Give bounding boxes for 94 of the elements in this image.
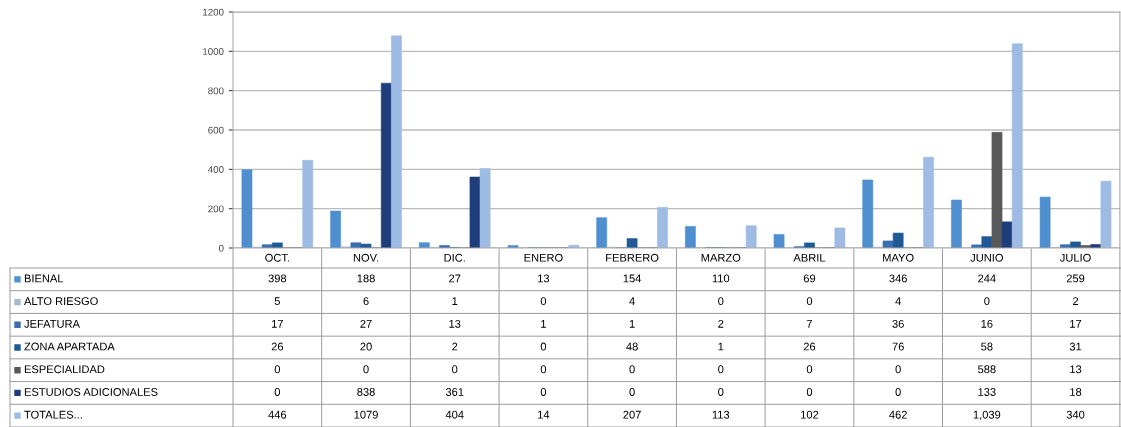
legend-label: TOTALES... [24, 410, 82, 419]
x-tick-label: MAYO [883, 253, 914, 262]
data-label: 0 [895, 388, 901, 396]
y-tick-label: 400 [207, 166, 224, 173]
data-label: 0 [540, 297, 547, 306]
data-label: 4 [895, 297, 901, 305]
data-label: 13 [538, 274, 550, 283]
x-tick-label: FEBRERO [606, 253, 659, 262]
y-tick-label: 800 [208, 87, 224, 95]
data-label: 0 [274, 388, 280, 396]
data-label: 2 [452, 342, 458, 351]
y-tick-label: 0 [218, 244, 224, 252]
data-label: 0 [629, 388, 635, 396]
data-label: 244 [978, 274, 996, 283]
data-label: 398 [268, 274, 287, 283]
data-label: 27 [449, 274, 461, 283]
data-label: 18 [1070, 388, 1082, 396]
data-label: 1 [718, 342, 724, 351]
data-label: 0 [718, 297, 724, 306]
data-label: 58 [981, 342, 993, 351]
data-label: 13 [1070, 365, 1082, 374]
data-label: 0 [806, 388, 813, 396]
data-label: 154 [623, 274, 642, 283]
data-label: 76 [892, 342, 904, 351]
data-label: 20 [360, 342, 372, 351]
legend-label: BIENAL [24, 274, 64, 283]
x-tick-label: ABRIL [793, 253, 826, 262]
data-label: 0 [895, 365, 901, 374]
data-label: 2 [718, 319, 724, 328]
data-label: 17 [1070, 320, 1082, 328]
legend-label: ESPECIALIDAD [24, 365, 105, 374]
x-tick-label: JULIO [1059, 253, 1091, 262]
data-label: 1 [452, 297, 458, 305]
data-label: 404 [445, 410, 464, 419]
legend-label: ZONA APARTADA [24, 342, 115, 351]
data-label: 14 [538, 410, 550, 419]
data-label: 5 [274, 297, 280, 306]
data-label: 69 [803, 274, 816, 283]
data-label: 0 [984, 297, 990, 306]
data-label: 7 [806, 320, 812, 328]
data-label: 446 [268, 410, 287, 419]
y-tick-label: 200 [208, 205, 224, 213]
data-label: 1,039 [973, 410, 1001, 420]
data-label: 0 [452, 365, 458, 374]
data-label: 102 [801, 410, 819, 419]
data-label: 26 [271, 342, 284, 351]
data-label: 17 [272, 320, 283, 328]
data-label: 0 [806, 365, 813, 374]
data-label: 4 [629, 297, 635, 305]
data-label: 0 [718, 365, 724, 374]
x-tick-label: DIC. [444, 253, 465, 262]
x-tick-label: NOV. [353, 253, 379, 262]
data-label: 340 [1066, 410, 1085, 419]
data-label: 259 [1066, 274, 1085, 283]
y-tick-label: 600 [208, 126, 224, 134]
data-label: 2 [1073, 297, 1079, 305]
data-label: 13 [449, 319, 461, 328]
data-label: 1 [629, 320, 635, 328]
data-label: 0 [629, 365, 635, 374]
data-label: 6 [363, 297, 369, 306]
data-label: 1 [541, 320, 546, 328]
data-label: 361 [445, 388, 464, 396]
data-label: 462 [889, 410, 907, 419]
data-label: 346 [889, 274, 907, 283]
data-label: 31 [1069, 342, 1082, 351]
data-label: 207 [623, 410, 641, 419]
y-tick-label: 1200 [203, 8, 224, 16]
legend-label: ALTO RIESGO [24, 297, 98, 306]
data-label: 133 [978, 388, 996, 396]
data-label: 110 [712, 274, 730, 283]
data-label: 16 [981, 319, 993, 328]
data-label: 0 [363, 365, 369, 374]
data-label: 0 [540, 342, 547, 351]
x-tick-label: MARZO [701, 253, 741, 262]
legend-label: ESTUDIOS ADICIONALES [24, 388, 158, 396]
data-label: 36 [892, 319, 904, 328]
legend-label: JEFATURA [24, 320, 80, 328]
y-tick-label: 1000 [203, 48, 224, 55]
data-label: 48 [626, 342, 638, 351]
data-label: 0 [540, 365, 547, 374]
data-label: 188 [357, 274, 375, 283]
data-label: 27 [360, 319, 372, 328]
data-label: 0 [540, 388, 547, 396]
data-label: 113 [712, 410, 730, 419]
data-label: 26 [803, 342, 816, 351]
data-label: 0 [806, 297, 813, 306]
data-label: 838 [357, 388, 375, 396]
x-tick-label: JUNIO [970, 253, 1003, 262]
data-label: 588 [978, 365, 996, 374]
x-tick-label: ENERO [524, 253, 563, 262]
x-tick-label: OCT. [265, 253, 289, 262]
data-label: 1079 [354, 410, 378, 419]
data-label: 0 [718, 388, 724, 396]
data-label: 0 [274, 365, 280, 374]
